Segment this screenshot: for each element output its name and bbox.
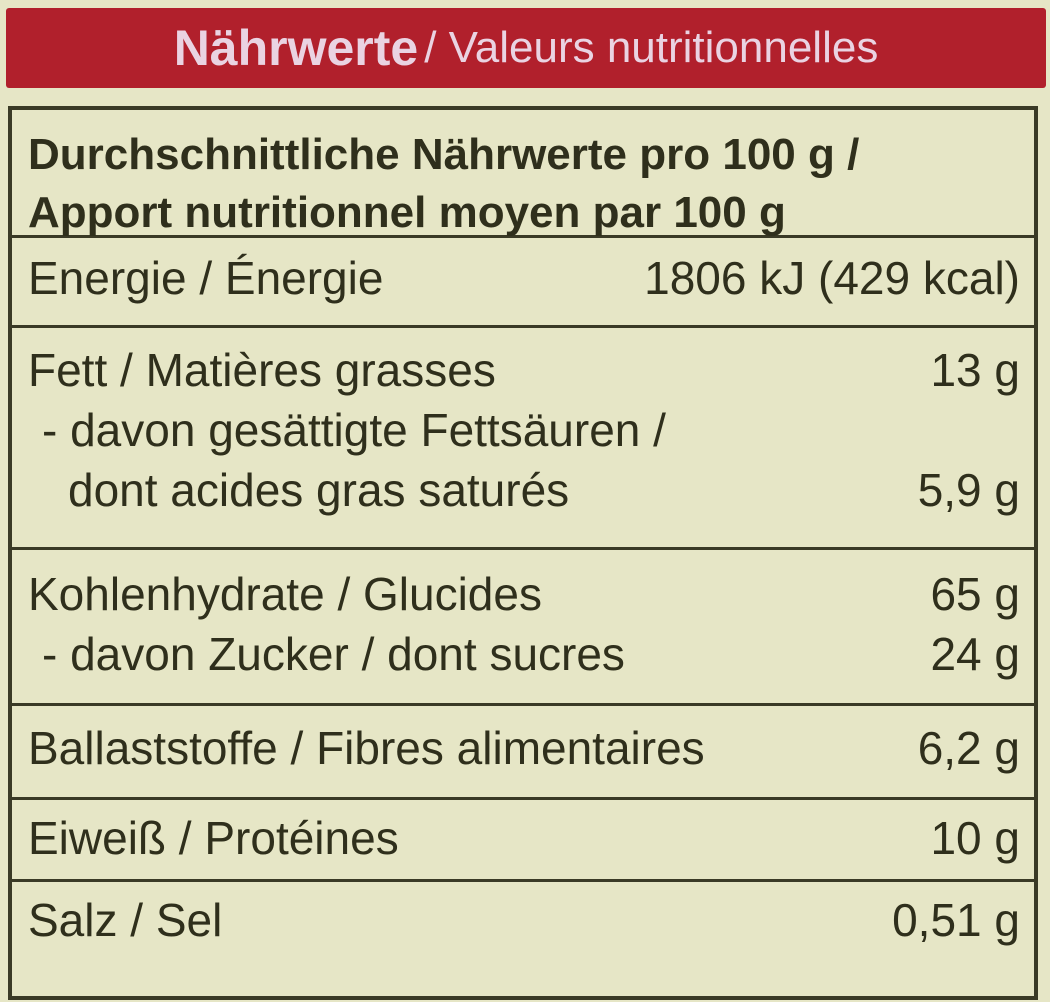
label-header: Nährwerte / Valeurs nutritionnelles bbox=[6, 8, 1046, 88]
group-protein: Eiweiß / Protéines 10 g bbox=[12, 800, 1034, 882]
table-title-line2: Apport nutritionnel moyen par 100 g bbox=[28, 188, 786, 237]
table-row: Salz / Sel 0,51 g bbox=[28, 890, 1020, 950]
header-title-de: Nährwerte bbox=[173, 20, 419, 76]
group-fat: Fett / Matières grasses 13 g - davon gesä… bbox=[12, 328, 1034, 550]
nutrition-table: Durchschnittliche Nährwerte pro 100 g / … bbox=[8, 106, 1038, 1000]
table-row: Fett / Matières grasses 13 g bbox=[28, 340, 1020, 400]
table-row: - davon Zucker / dont sucres 24 g bbox=[28, 624, 1020, 684]
group-fibre: Ballaststoffe / Fibres alimentaires 6,2 g bbox=[12, 706, 1034, 800]
row-label: Fett / Matières grasses bbox=[28, 344, 496, 396]
row-value: 0,51 g bbox=[892, 894, 1020, 946]
row-value: 13 g bbox=[930, 344, 1020, 396]
table-row: - davon gesättigte Fettsäuren / bbox=[28, 400, 1020, 460]
row-value: 65 g bbox=[930, 568, 1020, 620]
row-label: - davon Zucker / dont sucres bbox=[42, 628, 625, 680]
table-row: Ballaststoffe / Fibres alimentaires 6,2 g bbox=[28, 718, 1020, 778]
row-label: - davon gesättigte Fettsäuren / bbox=[42, 404, 666, 456]
row-value: 10 g bbox=[930, 812, 1020, 864]
group-salt: Salz / Sel 0,51 g bbox=[12, 882, 1034, 962]
table-row: Kohlenhydrate / Glucides 65 g bbox=[28, 564, 1020, 624]
row-label: Ballaststoffe / Fibres alimentaires bbox=[28, 722, 705, 774]
row-label: dont acides gras saturés bbox=[68, 464, 570, 516]
table-title: Durchschnittliche Nährwerte pro 100 g / … bbox=[12, 110, 1034, 238]
row-label: Energie / Énergie bbox=[28, 252, 384, 304]
table-row: Energie / Énergie 1806 kJ (429 kcal) bbox=[28, 248, 1020, 308]
row-label: Salz / Sel bbox=[28, 894, 223, 946]
row-value: 1806 kJ (429 kcal) bbox=[644, 252, 1020, 304]
header-title-fr: / Valeurs nutritionnelles bbox=[424, 23, 879, 72]
group-energy: Energie / Énergie 1806 kJ (429 kcal) bbox=[12, 238, 1034, 328]
table-row: Eiweiß / Protéines 10 g bbox=[28, 808, 1020, 868]
row-value: 24 g bbox=[930, 628, 1020, 680]
row-label: Kohlenhydrate / Glucides bbox=[28, 568, 542, 620]
row-value: 5,9 g bbox=[917, 464, 1020, 516]
table-row: dont acides gras saturés 5,9 g bbox=[28, 460, 1020, 520]
row-value: 6,2 g bbox=[917, 722, 1020, 774]
row-label: Eiweiß / Protéines bbox=[28, 812, 399, 864]
group-carbohydrates: Kohlenhydrate / Glucides 65 g - davon Zuc… bbox=[12, 550, 1034, 706]
table-title-line1: Durchschnittliche Nährwerte pro 100 g / bbox=[28, 130, 860, 179]
